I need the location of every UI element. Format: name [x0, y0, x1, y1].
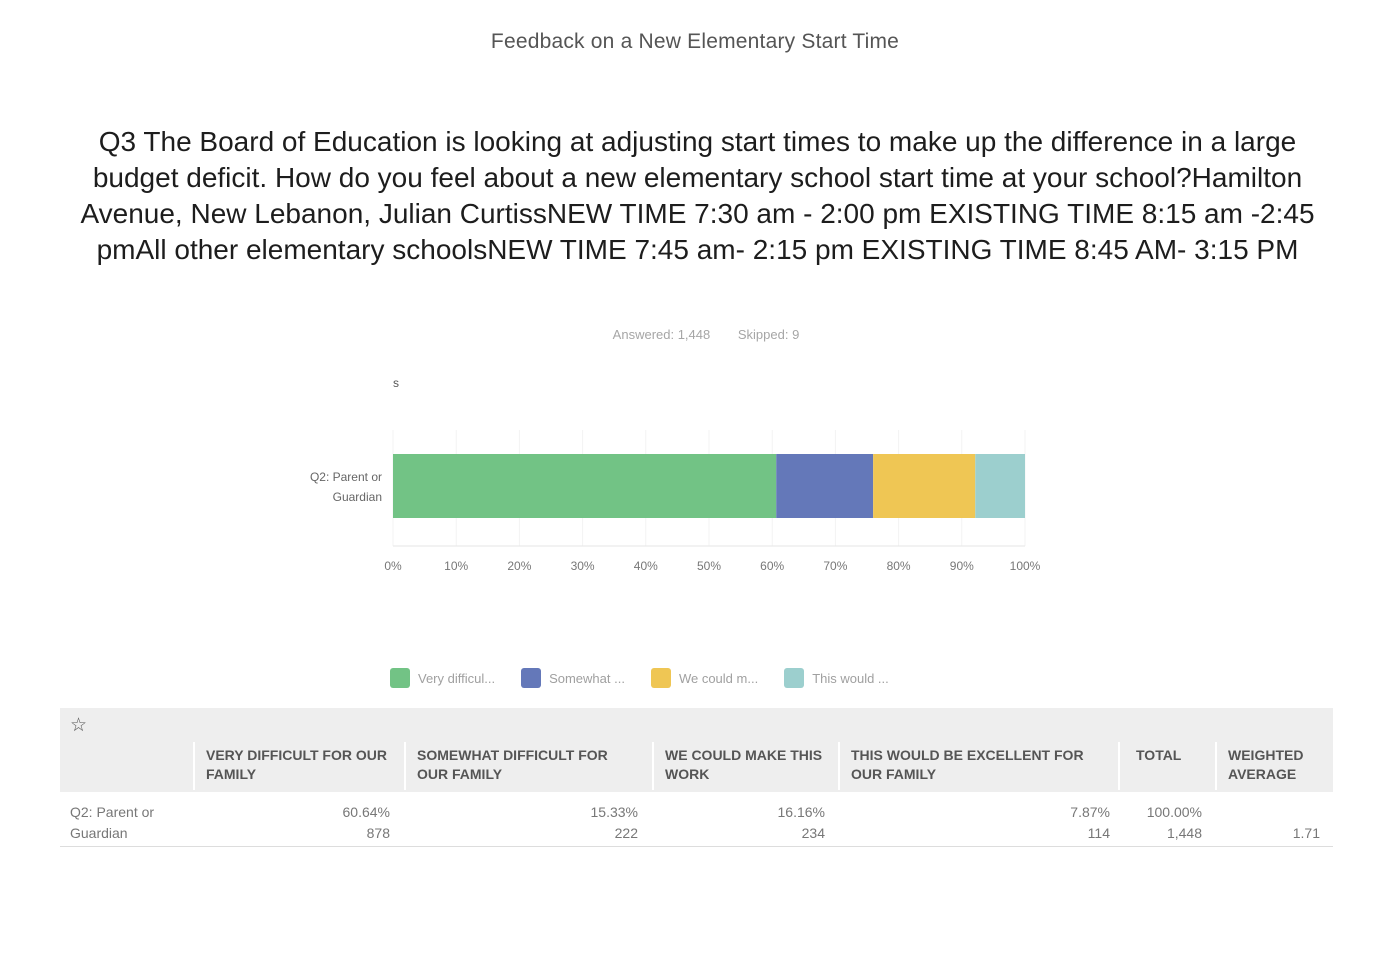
legend-label: Somewhat ...: [549, 670, 625, 686]
stacked-bar-chart: s Q2: Parent or Guardian 0% 10% 20% 30% 40% 50% 6…: [0, 360, 1380, 700]
x-tick-label: 0%: [384, 559, 402, 573]
percent: 7.87%: [1070, 804, 1110, 820]
results-table: ☆ VERY DIFFICULT FOR OUR FAMILY SOMEWHAT…: [60, 708, 1333, 847]
legend-swatch: [784, 668, 805, 688]
answered-count: Answered: 1,448: [612, 327, 711, 342]
percent: 60.64%: [342, 804, 390, 820]
question-text: Q3 The Board of Education is looking at …: [80, 126, 1315, 265]
response-stats: Answered: 1,448 Skipped: 9: [0, 327, 1380, 342]
table-row: Q2: Parent or Guardian 60.64% 878 15.33%…: [60, 792, 1333, 847]
cell-weighted-average: 1.71: [1240, 802, 1320, 844]
cell-very-difficult: 60.64% 878: [310, 802, 390, 844]
count: 1,448: [1166, 825, 1202, 841]
legend-label: Very difficul...: [418, 670, 496, 686]
x-tick-label: 100%: [1010, 559, 1041, 573]
legend-item[interactable]: Somewhat ...: [521, 668, 625, 688]
skipped-count: Skipped: 9: [737, 327, 800, 342]
bar-segment-2: [776, 454, 874, 518]
legend-label: We could m...: [678, 670, 759, 686]
percent: 16.16%: [777, 804, 825, 820]
header-could-make-work[interactable]: WE COULD MAKE THIS WORK: [665, 747, 823, 782]
star-icon[interactable]: ☆: [70, 715, 88, 736]
x-tick-label: 60%: [760, 559, 784, 573]
legend-swatch: [521, 668, 542, 688]
legend-item[interactable]: We could m...: [650, 668, 759, 688]
bar-segment-3: [873, 454, 976, 518]
legend-swatch: [390, 668, 410, 688]
header-weighted-average[interactable]: WEIGHTED AVERAGE: [1228, 747, 1304, 782]
x-tick-label: 50%: [697, 559, 721, 573]
cell-total: 100.00% 1,448: [1122, 802, 1202, 844]
count: 114: [1087, 825, 1110, 841]
count: 234: [801, 825, 825, 841]
x-tick-label: 10%: [444, 559, 468, 573]
survey-title: Feedback on a New Elementary Start Time: [490, 30, 900, 53]
header-total[interactable]: TOTAL: [1136, 747, 1182, 763]
weighted-value: 1.71: [1292, 825, 1320, 841]
x-tick-label: 90%: [950, 559, 974, 573]
blank: [1240, 802, 1320, 823]
legend-item[interactable]: This would ...: [784, 668, 889, 688]
legend-label: This would ...: [812, 670, 889, 686]
count: 222: [614, 825, 638, 841]
chart-marker-label: s: [393, 376, 399, 390]
header-excellent[interactable]: THIS WOULD BE EXCELLENT FOR OUR FAMILY: [851, 747, 1084, 782]
header-very-difficult[interactable]: VERY DIFFICULT FOR OUR FAMILY: [206, 747, 387, 782]
cell-somewhat-difficult: 15.33% 222: [558, 802, 638, 844]
x-tick-label: 40%: [634, 559, 658, 573]
percent: 15.33%: [590, 804, 638, 820]
legend-swatch: [650, 668, 671, 688]
bar-segment-1: [393, 454, 777, 518]
x-tick-label: 80%: [887, 559, 911, 573]
chart-svg: s Q2: Parent or Guardian 0% 10% 20% 30% 40% 50% 6…: [310, 376, 1041, 573]
header-somewhat-difficult[interactable]: SOMEWHAT DIFFICULT FOR OUR FAMILY: [417, 747, 608, 782]
count: 878: [366, 825, 390, 841]
bar-segment-4: [975, 454, 1025, 518]
percent: 100.00%: [1146, 804, 1202, 820]
cell-excellent: 7.87% 114: [1030, 802, 1110, 844]
category-label: Q2: Parent or Guardian: [310, 470, 382, 504]
cell-could-make-work: 16.16% 234: [745, 802, 825, 844]
x-tick-label: 30%: [571, 559, 595, 573]
legend-item[interactable]: Very difficul...: [390, 668, 495, 688]
table-header: ☆ VERY DIFFICULT FOR OUR FAMILY SOMEWHAT…: [60, 708, 1333, 792]
chart-legend: Very difficul... Somewhat ... We could m..…: [390, 668, 889, 688]
x-tick-label: 70%: [823, 559, 847, 573]
x-tick-label: 20%: [507, 559, 531, 573]
row-label: Q2: Parent or Guardian: [70, 804, 155, 841]
